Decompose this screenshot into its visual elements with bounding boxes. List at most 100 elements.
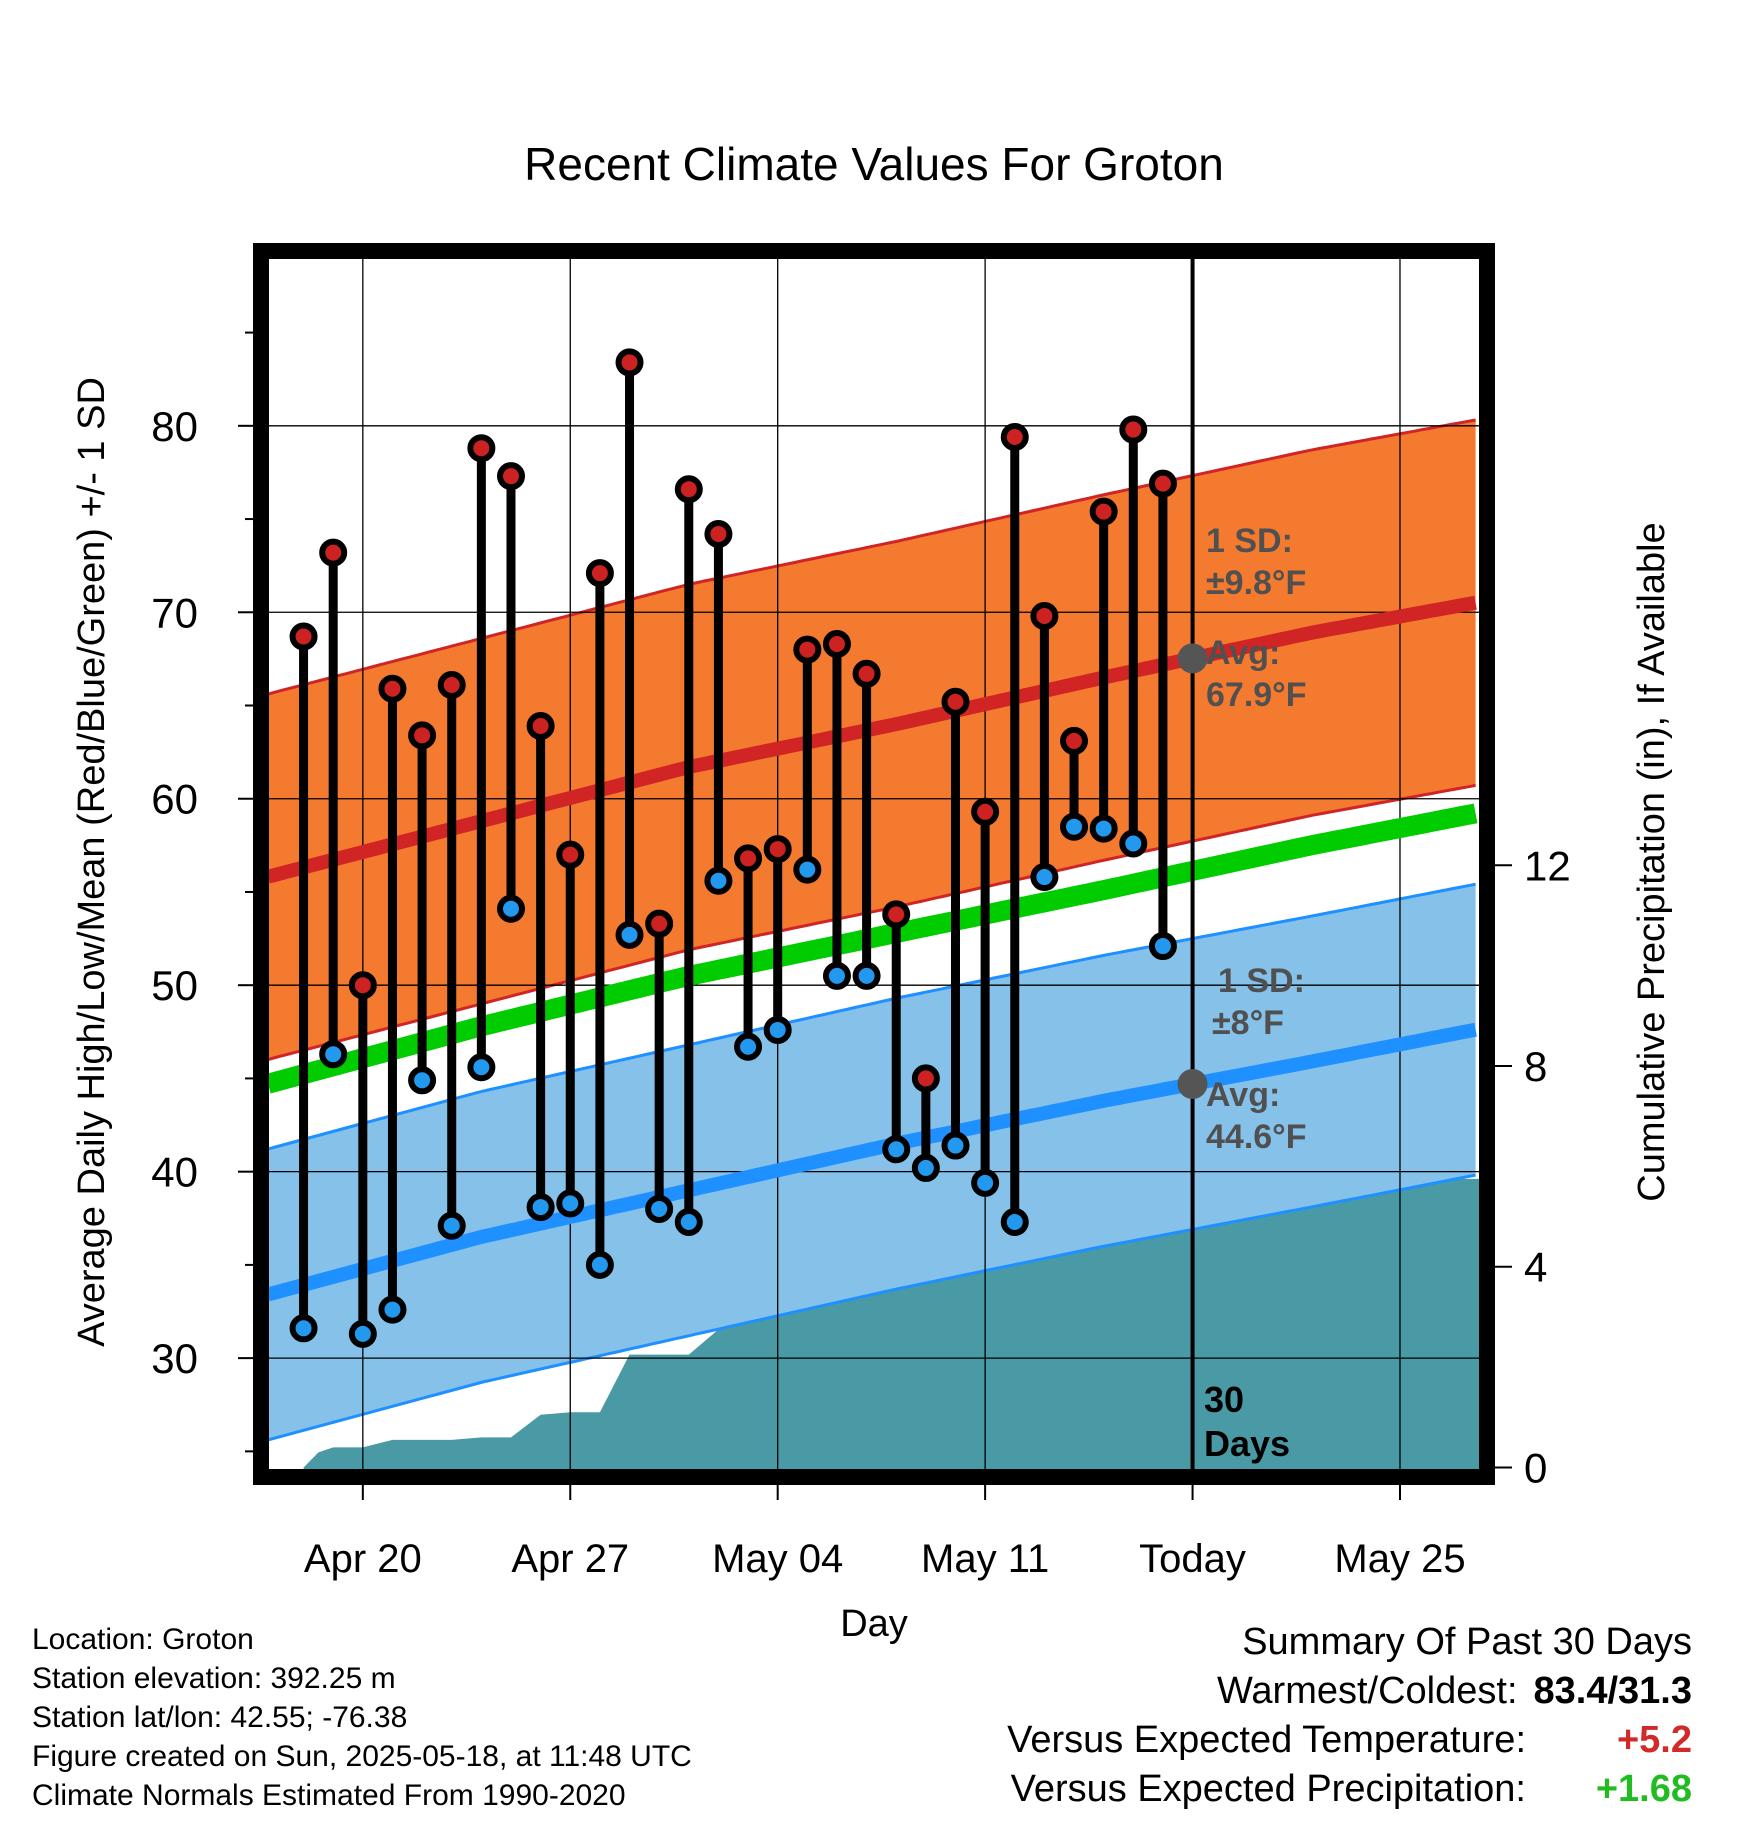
days-window-annotation: 30 Days [1204, 1379, 1290, 1464]
daily-high-point-25 [1030, 602, 1059, 631]
daily-high-point-24 [1000, 423, 1029, 452]
daily-low-point-14 [704, 866, 733, 895]
daily-low-point-29 [1148, 932, 1177, 961]
daily-low-point-23 [971, 1168, 1000, 1197]
precip-row: Versus Expected Precipitation: +1.68 [1007, 1765, 1692, 1814]
daily-low-point-9 [556, 1189, 585, 1218]
plot-area [268, 258, 1480, 1470]
high-normal-line [268, 595, 1477, 884]
daily-high-point-29 [1148, 469, 1177, 498]
y-tick-label-70: 70 [151, 589, 198, 636]
daily-temperature-bars [289, 348, 1177, 1348]
daily-high-point-26 [1060, 726, 1089, 755]
y2-tick-label-0: 0 [1524, 1444, 1547, 1491]
x-tick-label-0: Apr 20 [304, 1537, 422, 1581]
low-sd-label: 1 SD: [1218, 962, 1305, 1000]
x-tick-label-3: May 11 [921, 1537, 1049, 1581]
daily-high-point-2 [348, 971, 377, 1000]
daily-low-point-13 [674, 1208, 703, 1237]
daily-high-point-5 [437, 670, 466, 699]
warm-cold-row: Warmest/Coldest: 83.4/31.3 [1007, 1667, 1692, 1716]
daily-high-point-27 [1089, 497, 1118, 526]
mean-normal-line [268, 803, 1478, 1094]
station-info: Location: Groton Station elevation: 392.… [32, 1620, 692, 1815]
daily-high-point-23 [971, 797, 1000, 826]
daily-high-point-11 [615, 348, 644, 377]
daily-high-point-7 [496, 462, 525, 491]
location-text: Location: Groton [32, 1623, 254, 1656]
daily-low-point-22 [941, 1131, 970, 1160]
daily-low-point-26 [1060, 812, 1089, 841]
daily-low-point-25 [1030, 863, 1059, 892]
low-band-lower-edge [268, 1173, 1476, 1442]
precip-value: +1.68 [1595, 1768, 1692, 1810]
daily-high-point-15 [734, 844, 763, 873]
daily-high-point-14 [704, 519, 733, 548]
high-sd-value: ±9.8°F [1206, 564, 1306, 602]
daily-low-point-2 [348, 1319, 377, 1348]
warm-cold-value: 83.4/31.3 [1533, 1670, 1692, 1712]
daily-low-point-3 [378, 1295, 407, 1324]
daily-low-point-5 [437, 1211, 466, 1240]
today-low-avg-dot [1177, 1069, 1208, 1100]
daily-high-point-10 [585, 559, 614, 588]
y-axis-label: Average Daily High/Low/Mean (Red/Blue/Gr… [71, 377, 113, 1347]
daily-high-point-20 [882, 900, 911, 929]
x-tick-label-4: Today [1139, 1537, 1246, 1581]
daily-low-point-24 [1000, 1208, 1029, 1237]
plot-frame [253, 243, 1495, 1485]
daily-high-point-22 [941, 687, 970, 716]
latlon-text: Station lat/lon: 42.55; -76.38 [32, 1701, 408, 1734]
high-band-lower-edge [268, 783, 1476, 1061]
low-avg-value: 44.6°F [1206, 1118, 1307, 1156]
high-sd-label: 1 SD: [1206, 522, 1293, 560]
daily-high-point-17 [793, 635, 822, 664]
y-tick-label-40: 40 [151, 1149, 198, 1196]
average-dots [1177, 643, 1208, 1100]
precip-label: Versus Expected Precipitation: [1010, 1768, 1526, 1810]
elevation-text: Station elevation: 392.25 m [32, 1662, 396, 1695]
low-band-upper-edge [268, 882, 1476, 1151]
created-text: Figure created on Sun, 2025-05-18, at 11… [32, 1740, 692, 1773]
low-normal-annotation: 1 SD: ±8°F Avg: 44.6°F [1206, 962, 1307, 1156]
daily-low-point-8 [526, 1193, 555, 1222]
daily-high-point-9 [556, 840, 585, 869]
daily-low-point-12 [645, 1194, 674, 1223]
daily-low-point-6 [467, 1053, 496, 1082]
daily-low-point-18 [822, 961, 851, 990]
precip-area-fill [303, 1178, 1480, 1470]
daily-low-point-16 [763, 1015, 792, 1044]
y-tick-label-50: 50 [151, 962, 198, 1009]
low-avg-label: Avg: [1206, 1076, 1280, 1114]
today-high-avg-dot [1177, 643, 1208, 674]
y-tick-label-60: 60 [151, 776, 198, 823]
days-window-number: 30 [1204, 1379, 1244, 1420]
y-tick-label-30: 30 [151, 1335, 198, 1382]
x-axis-label: Day [840, 1603, 908, 1645]
daily-low-point-1 [319, 1040, 348, 1069]
y2-tick-label-8: 8 [1524, 1043, 1547, 1090]
warm-cold-label: Warmest/Coldest: [1216, 1670, 1518, 1712]
y-tick-label-80: 80 [151, 403, 198, 450]
x-tick-label-5: May 25 [1334, 1537, 1465, 1581]
daily-high-point-12 [645, 909, 674, 938]
daily-high-point-19 [852, 659, 881, 688]
daily-low-point-19 [852, 961, 881, 990]
daily-low-point-27 [1089, 814, 1118, 843]
daily-high-point-21 [911, 1064, 940, 1093]
daily-high-point-16 [763, 835, 792, 864]
daily-low-point-11 [615, 920, 644, 949]
daily-high-point-0 [289, 622, 318, 651]
daily-low-point-4 [408, 1066, 437, 1095]
daily-high-point-1 [319, 538, 348, 567]
normals-text: Climate Normals Estimated From 1990-2020 [32, 1779, 626, 1812]
high-avg-value: 67.9°F [1206, 676, 1307, 714]
daily-high-point-18 [822, 629, 851, 658]
chart-title: Recent Climate Values For Groton [524, 138, 1224, 190]
high-normal-annotation: 1 SD: ±9.8°F Avg: 67.9°F [1206, 522, 1307, 714]
temp-row: Versus Expected Temperature: +5.2 [1007, 1716, 1692, 1765]
daily-high-point-13 [674, 475, 703, 504]
temp-value: +5.2 [1616, 1719, 1692, 1761]
daily-low-point-7 [496, 894, 525, 923]
